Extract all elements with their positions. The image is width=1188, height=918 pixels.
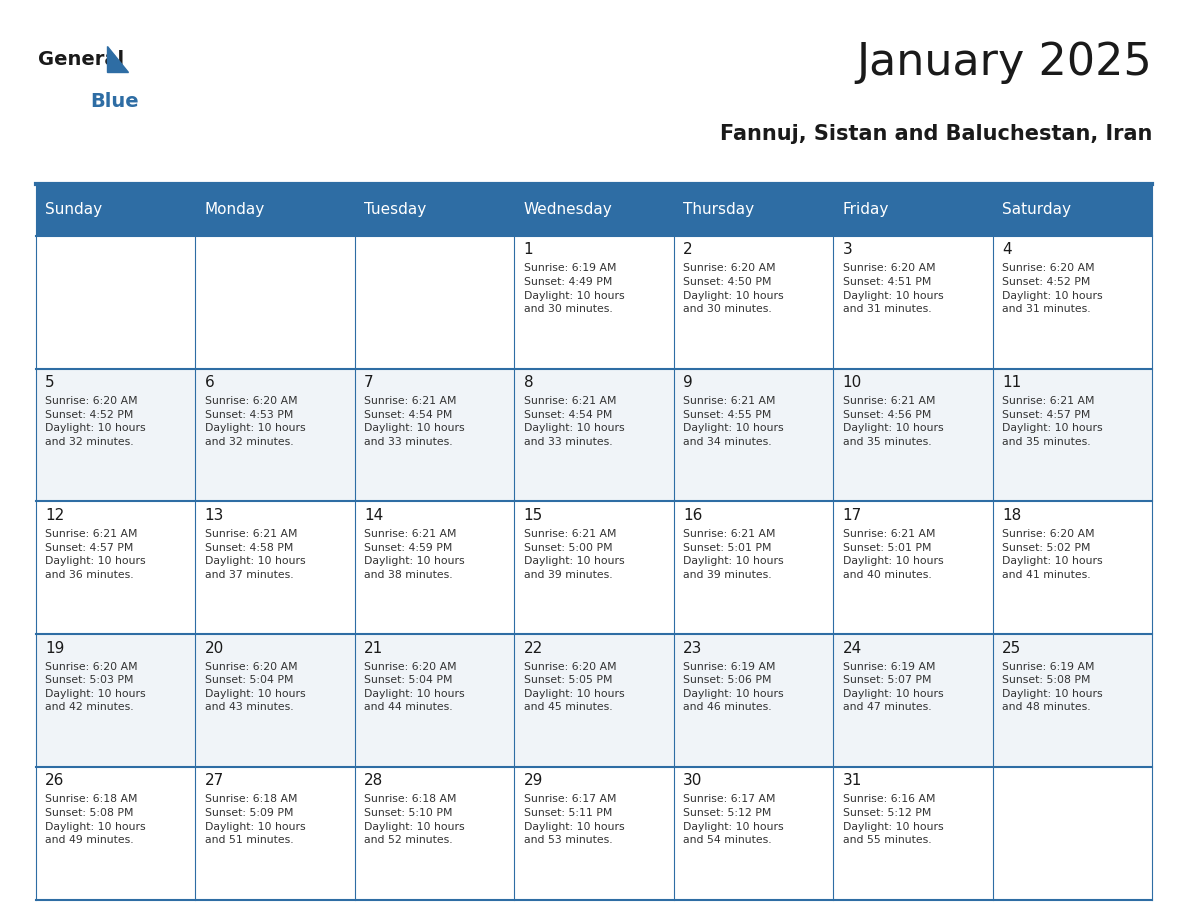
- Polygon shape: [107, 46, 128, 72]
- Text: Monday: Monday: [204, 202, 265, 218]
- Text: Sunrise: 6:21 AM
Sunset: 4:58 PM
Daylight: 10 hours
and 37 minutes.: Sunrise: 6:21 AM Sunset: 4:58 PM Dayligh…: [204, 529, 305, 580]
- Text: Sunrise: 6:19 AM
Sunset: 5:08 PM
Daylight: 10 hours
and 48 minutes.: Sunrise: 6:19 AM Sunset: 5:08 PM Dayligh…: [1003, 662, 1102, 712]
- Text: Sunrise: 6:20 AM
Sunset: 4:53 PM
Daylight: 10 hours
and 32 minutes.: Sunrise: 6:20 AM Sunset: 4:53 PM Dayligh…: [204, 397, 305, 447]
- Text: 23: 23: [683, 641, 702, 655]
- Bar: [36, 236, 1152, 369]
- Text: 7: 7: [365, 375, 374, 390]
- Text: Sunrise: 6:20 AM
Sunset: 5:02 PM
Daylight: 10 hours
and 41 minutes.: Sunrise: 6:20 AM Sunset: 5:02 PM Dayligh…: [1003, 529, 1102, 580]
- Text: Friday: Friday: [842, 202, 889, 218]
- Text: 5: 5: [45, 375, 55, 390]
- Text: 8: 8: [524, 375, 533, 390]
- Text: Sunrise: 6:21 AM
Sunset: 4:55 PM
Daylight: 10 hours
and 34 minutes.: Sunrise: 6:21 AM Sunset: 4:55 PM Dayligh…: [683, 397, 784, 447]
- Text: Sunrise: 6:21 AM
Sunset: 5:00 PM
Daylight: 10 hours
and 39 minutes.: Sunrise: 6:21 AM Sunset: 5:00 PM Dayligh…: [524, 529, 625, 580]
- Text: Sunrise: 6:20 AM
Sunset: 4:52 PM
Daylight: 10 hours
and 31 minutes.: Sunrise: 6:20 AM Sunset: 4:52 PM Dayligh…: [1003, 263, 1102, 314]
- Text: 30: 30: [683, 773, 702, 789]
- Text: Sunrise: 6:18 AM
Sunset: 5:10 PM
Daylight: 10 hours
and 52 minutes.: Sunrise: 6:18 AM Sunset: 5:10 PM Dayligh…: [365, 794, 465, 845]
- Text: Sunrise: 6:20 AM
Sunset: 4:52 PM
Daylight: 10 hours
and 32 minutes.: Sunrise: 6:20 AM Sunset: 4:52 PM Dayligh…: [45, 397, 146, 447]
- Bar: [36, 634, 1152, 767]
- Text: Wednesday: Wednesday: [524, 202, 613, 218]
- Text: Sunrise: 6:21 AM
Sunset: 4:59 PM
Daylight: 10 hours
and 38 minutes.: Sunrise: 6:21 AM Sunset: 4:59 PM Dayligh…: [365, 529, 465, 580]
- Text: Sunrise: 6:21 AM
Sunset: 4:54 PM
Daylight: 10 hours
and 33 minutes.: Sunrise: 6:21 AM Sunset: 4:54 PM Dayligh…: [365, 397, 465, 447]
- Text: Thursday: Thursday: [683, 202, 754, 218]
- Text: Sunrise: 6:20 AM
Sunset: 5:04 PM
Daylight: 10 hours
and 44 minutes.: Sunrise: 6:20 AM Sunset: 5:04 PM Dayligh…: [365, 662, 465, 712]
- Text: 28: 28: [365, 773, 384, 789]
- Text: Sunrise: 6:16 AM
Sunset: 5:12 PM
Daylight: 10 hours
and 55 minutes.: Sunrise: 6:16 AM Sunset: 5:12 PM Dayligh…: [842, 794, 943, 845]
- Text: Sunrise: 6:20 AM
Sunset: 5:05 PM
Daylight: 10 hours
and 45 minutes.: Sunrise: 6:20 AM Sunset: 5:05 PM Dayligh…: [524, 662, 625, 712]
- Text: 3: 3: [842, 242, 853, 257]
- Text: 2: 2: [683, 242, 693, 257]
- Text: Sunrise: 6:17 AM
Sunset: 5:11 PM
Daylight: 10 hours
and 53 minutes.: Sunrise: 6:17 AM Sunset: 5:11 PM Dayligh…: [524, 794, 625, 845]
- Text: Sunrise: 6:21 AM
Sunset: 5:01 PM
Daylight: 10 hours
and 40 minutes.: Sunrise: 6:21 AM Sunset: 5:01 PM Dayligh…: [842, 529, 943, 580]
- Text: 4: 4: [1003, 242, 1012, 257]
- Text: 12: 12: [45, 508, 64, 523]
- Text: Sunrise: 6:20 AM
Sunset: 4:51 PM
Daylight: 10 hours
and 31 minutes.: Sunrise: 6:20 AM Sunset: 4:51 PM Dayligh…: [842, 263, 943, 314]
- Text: 11: 11: [1003, 375, 1022, 390]
- Text: Sunrise: 6:19 AM
Sunset: 5:07 PM
Daylight: 10 hours
and 47 minutes.: Sunrise: 6:19 AM Sunset: 5:07 PM Dayligh…: [842, 662, 943, 712]
- Text: 15: 15: [524, 508, 543, 523]
- Text: Sunrise: 6:20 AM
Sunset: 5:04 PM
Daylight: 10 hours
and 43 minutes.: Sunrise: 6:20 AM Sunset: 5:04 PM Dayligh…: [204, 662, 305, 712]
- Bar: [36, 501, 1152, 634]
- Text: 26: 26: [45, 773, 64, 789]
- Text: Sunrise: 6:19 AM
Sunset: 5:06 PM
Daylight: 10 hours
and 46 minutes.: Sunrise: 6:19 AM Sunset: 5:06 PM Dayligh…: [683, 662, 784, 712]
- Text: 1: 1: [524, 242, 533, 257]
- Text: Sunrise: 6:18 AM
Sunset: 5:09 PM
Daylight: 10 hours
and 51 minutes.: Sunrise: 6:18 AM Sunset: 5:09 PM Dayligh…: [204, 794, 305, 845]
- Text: Fannuj, Sistan and Baluchestan, Iran: Fannuj, Sistan and Baluchestan, Iran: [720, 124, 1152, 144]
- Text: Sunrise: 6:20 AM
Sunset: 4:50 PM
Daylight: 10 hours
and 30 minutes.: Sunrise: 6:20 AM Sunset: 4:50 PM Dayligh…: [683, 263, 784, 314]
- Text: Blue: Blue: [90, 92, 139, 111]
- Text: 27: 27: [204, 773, 223, 789]
- Text: 21: 21: [365, 641, 384, 655]
- Text: 31: 31: [842, 773, 862, 789]
- Text: 13: 13: [204, 508, 225, 523]
- Text: 17: 17: [842, 508, 862, 523]
- Bar: [36, 184, 1152, 236]
- Text: 18: 18: [1003, 508, 1022, 523]
- Text: Sunrise: 6:21 AM
Sunset: 4:54 PM
Daylight: 10 hours
and 33 minutes.: Sunrise: 6:21 AM Sunset: 4:54 PM Dayligh…: [524, 397, 625, 447]
- Text: 25: 25: [1003, 641, 1022, 655]
- Text: Sunrise: 6:17 AM
Sunset: 5:12 PM
Daylight: 10 hours
and 54 minutes.: Sunrise: 6:17 AM Sunset: 5:12 PM Dayligh…: [683, 794, 784, 845]
- Text: 29: 29: [524, 773, 543, 789]
- Text: 10: 10: [842, 375, 862, 390]
- Text: 19: 19: [45, 641, 64, 655]
- Text: Sunrise: 6:20 AM
Sunset: 5:03 PM
Daylight: 10 hours
and 42 minutes.: Sunrise: 6:20 AM Sunset: 5:03 PM Dayligh…: [45, 662, 146, 712]
- Text: Sunrise: 6:21 AM
Sunset: 4:56 PM
Daylight: 10 hours
and 35 minutes.: Sunrise: 6:21 AM Sunset: 4:56 PM Dayligh…: [842, 397, 943, 447]
- Text: 6: 6: [204, 375, 214, 390]
- Text: 20: 20: [204, 641, 223, 655]
- Text: Sunrise: 6:21 AM
Sunset: 4:57 PM
Daylight: 10 hours
and 36 minutes.: Sunrise: 6:21 AM Sunset: 4:57 PM Dayligh…: [45, 529, 146, 580]
- Text: January 2025: January 2025: [857, 41, 1152, 84]
- Text: Sunrise: 6:18 AM
Sunset: 5:08 PM
Daylight: 10 hours
and 49 minutes.: Sunrise: 6:18 AM Sunset: 5:08 PM Dayligh…: [45, 794, 146, 845]
- Text: 9: 9: [683, 375, 693, 390]
- Text: 14: 14: [365, 508, 384, 523]
- Text: Saturday: Saturday: [1003, 202, 1072, 218]
- Text: Sunrise: 6:19 AM
Sunset: 4:49 PM
Daylight: 10 hours
and 30 minutes.: Sunrise: 6:19 AM Sunset: 4:49 PM Dayligh…: [524, 263, 625, 314]
- Text: 22: 22: [524, 641, 543, 655]
- Text: General: General: [38, 50, 124, 70]
- Text: Tuesday: Tuesday: [365, 202, 426, 218]
- Bar: [36, 767, 1152, 900]
- Bar: [36, 369, 1152, 501]
- Text: Sunrise: 6:21 AM
Sunset: 5:01 PM
Daylight: 10 hours
and 39 minutes.: Sunrise: 6:21 AM Sunset: 5:01 PM Dayligh…: [683, 529, 784, 580]
- Text: Sunrise: 6:21 AM
Sunset: 4:57 PM
Daylight: 10 hours
and 35 minutes.: Sunrise: 6:21 AM Sunset: 4:57 PM Dayligh…: [1003, 397, 1102, 447]
- Text: 24: 24: [842, 641, 862, 655]
- Text: Sunday: Sunday: [45, 202, 102, 218]
- Text: 16: 16: [683, 508, 702, 523]
